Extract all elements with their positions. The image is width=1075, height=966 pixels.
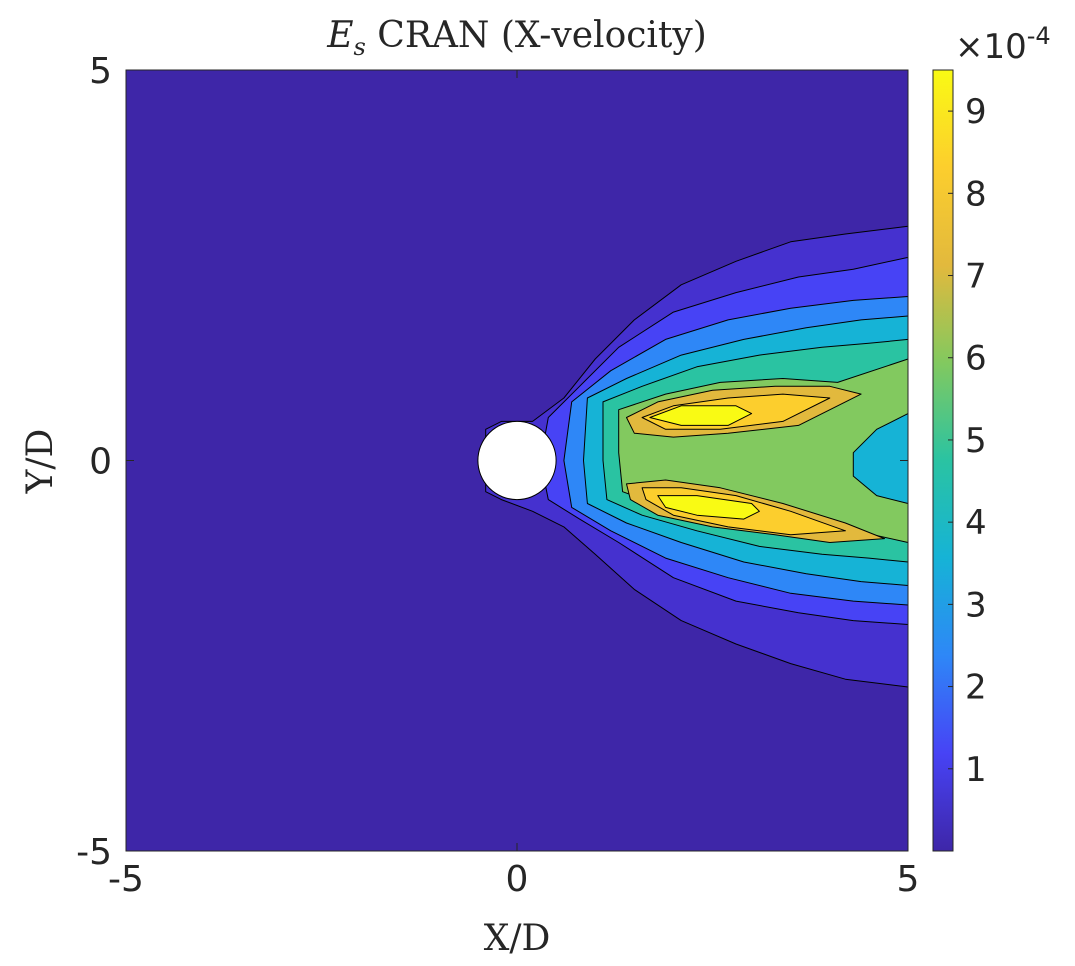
contour-fill-layer	[485, 225, 909, 688]
colorbar-ticks: 1 2 3 4 5 6 7 8 9	[948, 92, 987, 790]
y-axis-ticks: -5 0 5	[76, 51, 908, 873]
colorbar-tick-label: 9	[965, 92, 987, 132]
colorbar-exponent: -4	[1027, 22, 1051, 50]
y-tick-label: -5	[76, 832, 112, 873]
colorbar	[932, 69, 954, 852]
x-tick-label: 0	[506, 859, 529, 900]
x-tick-label: 5	[897, 859, 920, 900]
chart-title: Es CRAN (X-velocity)	[326, 15, 707, 61]
x-tick-label: -5	[108, 859, 144, 900]
colorbar-tick-label: 4	[965, 503, 987, 543]
title-rest: CRAN (X-velocity)	[366, 15, 707, 56]
x-axis-ticks: -5 0 5	[108, 70, 919, 900]
colorbar-tick-label: 5	[965, 421, 987, 461]
colorbar-tick-label: 3	[965, 585, 987, 625]
colorbar-tick-label: 7	[965, 257, 987, 297]
colorbar-multiplier: ×10-4	[955, 22, 1051, 67]
colorbar-tick-label: 2	[965, 668, 987, 708]
colorbar-tick-label: 8	[965, 174, 987, 214]
title-symbol: E	[326, 15, 353, 56]
y-tick-label: 5	[89, 51, 112, 92]
x-axis-label: X/D	[484, 918, 551, 959]
contour-level-11	[657, 495, 760, 520]
title-subscript: s	[354, 33, 366, 61]
colorbar-tick-label: 6	[965, 339, 987, 379]
colorbar-tick-label: 1	[965, 750, 987, 790]
contour-level-8	[649, 405, 753, 426]
colorbar-multiplier-base: ×10	[955, 27, 1027, 67]
y-tick-label: 0	[89, 442, 112, 483]
cylinder-body	[477, 420, 557, 501]
y-axis-label: Y/D	[20, 429, 61, 495]
